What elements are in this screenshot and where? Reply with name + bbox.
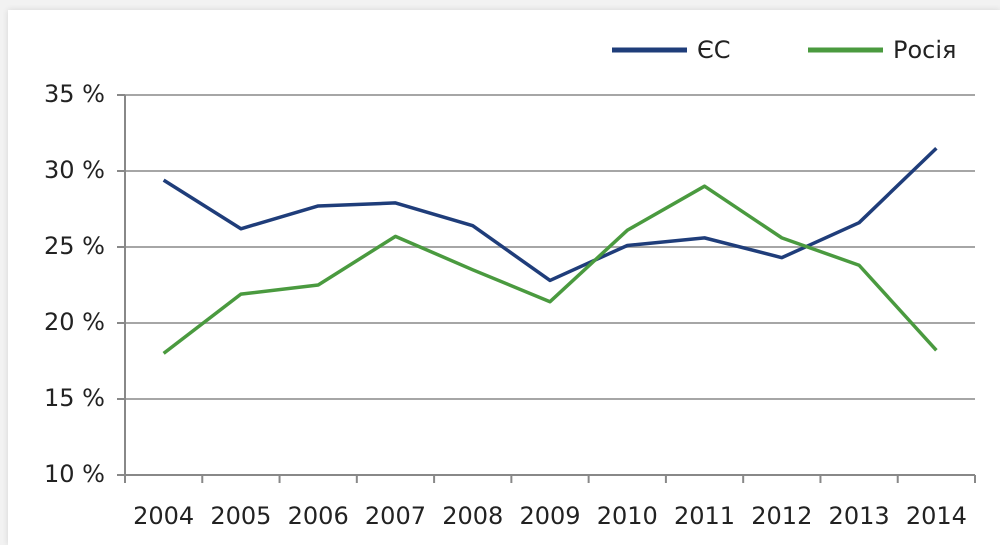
y-tick-label: 15 %: [44, 384, 105, 412]
x-tick-label: 2013: [829, 502, 890, 530]
legend-label: ЄС: [697, 36, 731, 64]
x-tick-label: 2010: [597, 502, 658, 530]
series-line: [162, 184, 938, 355]
x-tick-label: 2006: [288, 502, 349, 530]
x-tick-label: 2012: [751, 502, 812, 530]
x-tick-label: 2009: [519, 502, 580, 530]
series-line: [162, 146, 938, 283]
x-tick-label: 2011: [674, 502, 735, 530]
y-tick-label: 20 %: [44, 308, 105, 336]
x-tick-label: 2005: [210, 502, 271, 530]
x-tick-label: 2007: [365, 502, 426, 530]
y-tick-label: 25 %: [44, 232, 105, 260]
panel: [8, 10, 1000, 545]
legend-label: Росія: [893, 36, 956, 64]
y-tick-label: 30 %: [44, 156, 105, 184]
x-tick-label: 2014: [906, 502, 967, 530]
x-tick-label: 2008: [442, 502, 503, 530]
y-tick-label: 35 %: [44, 80, 105, 108]
x-tick-label: 2004: [133, 502, 194, 530]
y-tick-label: 10 %: [44, 460, 105, 488]
